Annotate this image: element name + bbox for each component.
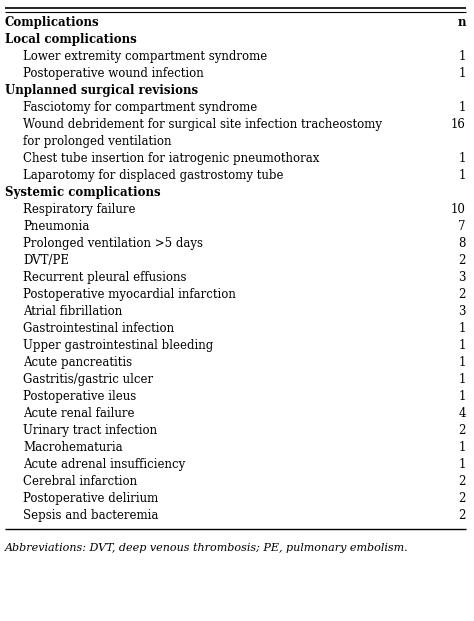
Text: for prolonged ventilation: for prolonged ventilation <box>23 135 172 148</box>
Text: 10: 10 <box>451 203 466 216</box>
Text: DVT/PE: DVT/PE <box>23 254 69 267</box>
Text: Atrial fibrillation: Atrial fibrillation <box>23 305 122 318</box>
Text: 2: 2 <box>459 509 466 522</box>
Text: Acute pancreatitis: Acute pancreatitis <box>23 356 132 369</box>
Text: Gastrointestinal infection: Gastrointestinal infection <box>23 322 174 335</box>
Text: Postoperative delirium: Postoperative delirium <box>23 492 158 505</box>
Text: Prolonged ventilation >5 days: Prolonged ventilation >5 days <box>23 237 203 250</box>
Text: Urinary tract infection: Urinary tract infection <box>23 424 157 437</box>
Text: 3: 3 <box>458 271 466 284</box>
Text: 2: 2 <box>459 492 466 505</box>
Text: 1: 1 <box>459 458 466 471</box>
Text: 1: 1 <box>459 441 466 454</box>
Text: 1: 1 <box>459 152 466 165</box>
Text: 8: 8 <box>459 237 466 250</box>
Text: 2: 2 <box>459 475 466 488</box>
Text: n: n <box>457 16 466 29</box>
Text: 2: 2 <box>459 254 466 267</box>
Text: Local complications: Local complications <box>5 33 137 46</box>
Text: Pneumonia: Pneumonia <box>23 220 90 233</box>
Text: Postoperative myocardial infarction: Postoperative myocardial infarction <box>23 288 236 301</box>
Text: Systemic complications: Systemic complications <box>5 186 161 199</box>
Text: Lower extremity compartment syndrome: Lower extremity compartment syndrome <box>23 50 267 63</box>
Text: 3: 3 <box>458 305 466 318</box>
Text: 1: 1 <box>459 373 466 386</box>
Text: 16: 16 <box>451 118 466 131</box>
Text: Postoperative ileus: Postoperative ileus <box>23 390 136 403</box>
Text: Sepsis and bacteremia: Sepsis and bacteremia <box>23 509 158 522</box>
Text: Recurrent pleural effusions: Recurrent pleural effusions <box>23 271 186 284</box>
Text: Respiratory failure: Respiratory failure <box>23 203 136 216</box>
Text: Complications: Complications <box>5 16 100 29</box>
Text: 4: 4 <box>458 407 466 420</box>
Text: Abbreviations: DVT, deep venous thrombosis; PE, pulmonary embolism.: Abbreviations: DVT, deep venous thrombos… <box>5 543 409 553</box>
Text: 2: 2 <box>459 424 466 437</box>
Text: Cerebral infarction: Cerebral infarction <box>23 475 137 488</box>
Text: Gastritis/gastric ulcer: Gastritis/gastric ulcer <box>23 373 153 386</box>
Text: Acute adrenal insufficiency: Acute adrenal insufficiency <box>23 458 185 471</box>
Text: 1: 1 <box>459 50 466 63</box>
Text: Postoperative wound infection: Postoperative wound infection <box>23 67 204 80</box>
Text: Wound debridement for surgical site infection tracheostomy: Wound debridement for surgical site infe… <box>23 118 382 131</box>
Text: 1: 1 <box>459 339 466 352</box>
Text: Fasciotomy for compartment syndrome: Fasciotomy for compartment syndrome <box>23 101 257 114</box>
Text: 1: 1 <box>459 322 466 335</box>
Text: Acute renal failure: Acute renal failure <box>23 407 135 420</box>
Text: 2: 2 <box>459 288 466 301</box>
Text: 1: 1 <box>459 67 466 80</box>
Text: 1: 1 <box>459 169 466 182</box>
Text: 1: 1 <box>459 101 466 114</box>
Text: Laparotomy for displaced gastrostomy tube: Laparotomy for displaced gastrostomy tub… <box>23 169 283 182</box>
Text: Unplanned surgical revisions: Unplanned surgical revisions <box>5 84 198 97</box>
Text: Macrohematuria: Macrohematuria <box>23 441 123 454</box>
Text: 1: 1 <box>459 390 466 403</box>
Text: Upper gastrointestinal bleeding: Upper gastrointestinal bleeding <box>23 339 213 352</box>
Text: Chest tube insertion for iatrogenic pneumothorax: Chest tube insertion for iatrogenic pneu… <box>23 152 319 165</box>
Text: 1: 1 <box>459 356 466 369</box>
Text: 7: 7 <box>458 220 466 233</box>
